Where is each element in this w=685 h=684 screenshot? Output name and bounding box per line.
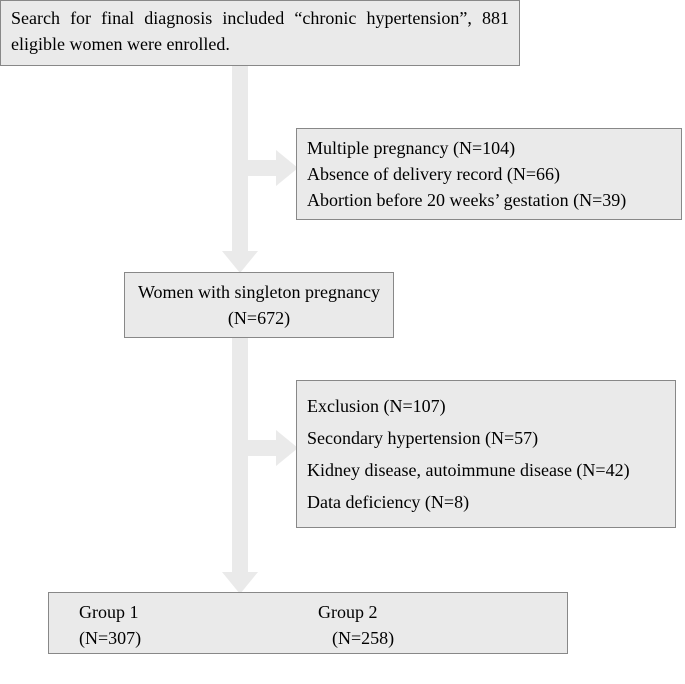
exclusion-item: Absence of delivery record (N=66) (307, 161, 671, 187)
exclusion-item: Abortion before 20 weeks’ gestation (N=3… (307, 187, 671, 213)
group-1: Group 1 (N=307) (49, 599, 308, 647)
flow-node-text: Women with singleton pregnancy (135, 279, 383, 305)
flow-node-exclusion-2: Exclusion (N=107) Secondary hypertension… (296, 380, 676, 528)
arrow-head-right-icon (276, 430, 298, 466)
exclusion-item: Data deficiency (N=8) (307, 489, 665, 515)
exclusion-item: Multiple pregnancy (N=104) (307, 135, 671, 161)
flow-node-groups: Group 1 (N=307) Group 2 (N=258) (48, 592, 568, 654)
arrow-head-down-icon (222, 572, 258, 594)
group-count: (N=307) (79, 625, 308, 651)
flow-node-start: Search for final diagnosis included “chr… (0, 0, 520, 66)
group-label: Group 2 (318, 599, 567, 625)
arrow-shaft (232, 330, 248, 574)
group-count: (N=258) (318, 625, 567, 651)
flow-node-singleton: Women with singleton pregnancy (N=672) (124, 272, 394, 338)
group-label: Group 1 (79, 599, 308, 625)
flow-node-text: Search for final diagnosis included “chr… (11, 8, 509, 54)
arrow-shaft (232, 55, 248, 253)
arrow-head-right-icon (276, 150, 298, 186)
exclusion-item: Exclusion (N=107) (307, 393, 665, 419)
exclusion-item: Secondary hypertension (N=57) (307, 425, 665, 451)
arrow-shaft (248, 160, 278, 176)
flow-node-text: (N=672) (135, 305, 383, 331)
arrow-head-down-icon (222, 251, 258, 273)
exclusion-item: Kidney disease, autoimmune disease (N=42… (307, 457, 665, 483)
arrow-shaft (248, 440, 278, 456)
flow-node-exclusion-1: Multiple pregnancy (N=104) Absence of de… (296, 128, 682, 220)
group-2: Group 2 (N=258) (308, 599, 567, 647)
